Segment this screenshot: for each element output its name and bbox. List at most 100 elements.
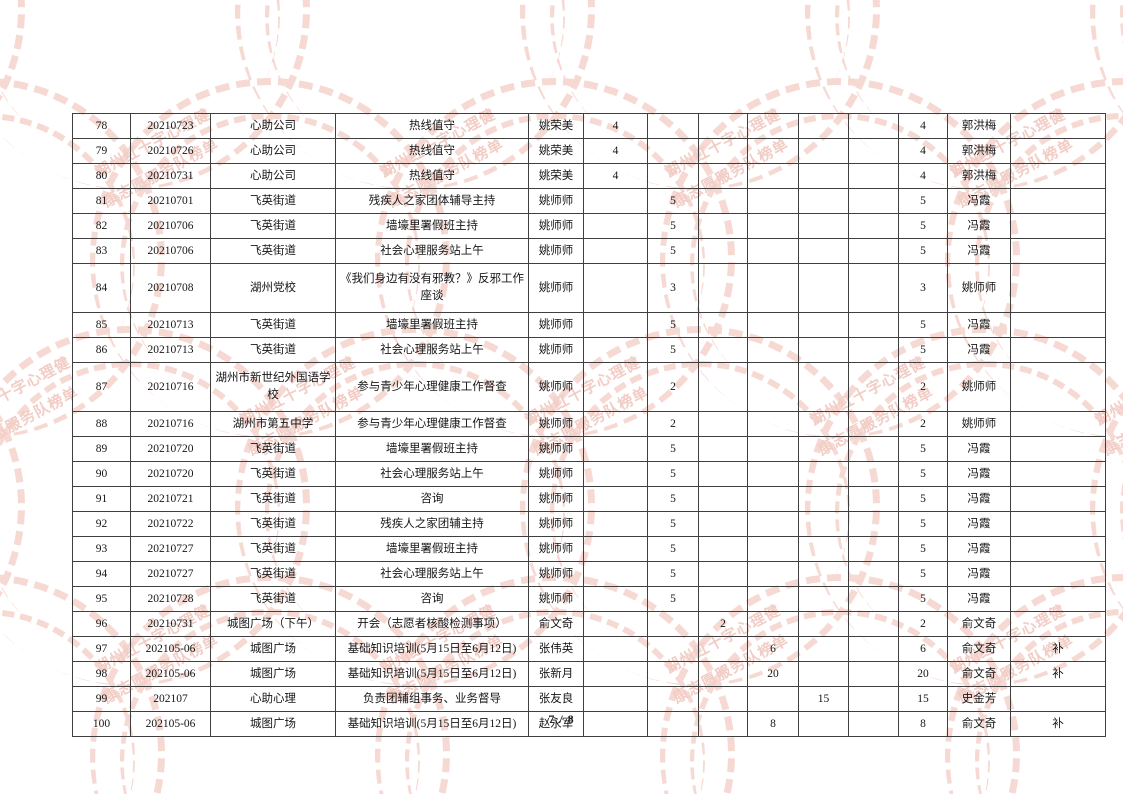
table-row: 99 202107 心助心理 负责团辅组事务、业务督导 张友良 15 15 史金芳 bbox=[72, 686, 1106, 712]
cell-person: 姚师师 bbox=[528, 486, 584, 512]
cell-hours-5 bbox=[798, 312, 849, 338]
cell-hours-1 bbox=[583, 661, 648, 687]
cell-task: 社会心理服务站上午 bbox=[335, 461, 529, 487]
cell-total: 3 bbox=[898, 263, 948, 313]
cell-recorder: 冯霞 bbox=[947, 188, 1011, 214]
cell-hours-6 bbox=[848, 586, 899, 612]
cell-hours-1 bbox=[583, 461, 648, 487]
cell-note: 补 bbox=[1010, 711, 1106, 737]
cell-task: 墙壕里署假班主持 bbox=[335, 312, 529, 338]
cell-recorder: 冯霞 bbox=[947, 337, 1011, 363]
table-row: 97 202105-06 城图广场 基础知识培训(5月15日至6月12日) 张伟英 6 6 俞… bbox=[72, 636, 1106, 662]
page-number-footer: 7 / 8 bbox=[548, 712, 575, 726]
cell-note bbox=[1010, 461, 1106, 487]
cell-person: 姚师师 bbox=[528, 536, 584, 562]
cell-note bbox=[1010, 561, 1106, 587]
cell-hours-5 bbox=[798, 163, 849, 189]
cell-hours-6 bbox=[848, 163, 899, 189]
cell-task: 残疾人之家团辅主持 bbox=[335, 511, 529, 537]
cell-hours-1 bbox=[583, 611, 648, 637]
cell-recorder: 冯霞 bbox=[947, 238, 1011, 264]
cell-recorder: 姚师师 bbox=[947, 362, 1011, 412]
cell-person: 姚师师 bbox=[528, 511, 584, 537]
cell-index: 80 bbox=[72, 163, 131, 189]
cell-hours-3 bbox=[698, 561, 748, 587]
table-row: 85 20210713 飞英街道 墙壕里署假班主持 姚师师 5 5 冯霞 bbox=[72, 312, 1106, 338]
cell-hours-4 bbox=[747, 536, 799, 562]
cell-recorder: 冯霞 bbox=[947, 436, 1011, 462]
cell-note bbox=[1010, 138, 1106, 164]
cell-hours-5 bbox=[798, 711, 849, 737]
cell-recorder: 郭洪梅 bbox=[947, 138, 1011, 164]
cell-date: 20210708 bbox=[130, 263, 211, 313]
cell-task: 参与青少年心理健康工作督查 bbox=[335, 411, 529, 437]
cell-total: 2 bbox=[898, 411, 948, 437]
cell-hours-2: 5 bbox=[647, 337, 699, 363]
cell-total: 5 bbox=[898, 213, 948, 239]
cell-note bbox=[1010, 486, 1106, 512]
cell-recorder: 姚师师 bbox=[947, 411, 1011, 437]
cell-note bbox=[1010, 163, 1106, 189]
cell-task: 社会心理服务站上午 bbox=[335, 238, 529, 264]
cell-hours-2 bbox=[647, 711, 699, 737]
cell-hours-4 bbox=[747, 561, 799, 587]
cell-index: 100 bbox=[72, 711, 131, 737]
cell-hours-6 bbox=[848, 536, 899, 562]
cell-organization: 飞英街道 bbox=[210, 486, 336, 512]
cell-total: 5 bbox=[898, 436, 948, 462]
cell-hours-6 bbox=[848, 436, 899, 462]
cell-task: 负责团辅组事务、业务督导 bbox=[335, 686, 529, 712]
cell-task: 社会心理服务站上午 bbox=[335, 337, 529, 363]
cell-hours-4: 8 bbox=[747, 711, 799, 737]
cell-hours-5 bbox=[798, 586, 849, 612]
cell-hours-6 bbox=[848, 337, 899, 363]
cell-total: 15 bbox=[898, 686, 948, 712]
cell-person: 姚荣美 bbox=[528, 113, 584, 139]
cell-hours-2: 5 bbox=[647, 188, 699, 214]
cell-organization: 飞英街道 bbox=[210, 312, 336, 338]
cell-hours-2: 5 bbox=[647, 536, 699, 562]
cell-person: 姚师师 bbox=[528, 312, 584, 338]
cell-hours-6 bbox=[848, 411, 899, 437]
cell-hours-5 bbox=[798, 661, 849, 687]
cell-hours-3 bbox=[698, 586, 748, 612]
cell-organization: 城图广场（下午） bbox=[210, 611, 336, 637]
cell-note bbox=[1010, 586, 1106, 612]
cell-person: 姚师师 bbox=[528, 337, 584, 363]
cell-hours-6 bbox=[848, 711, 899, 737]
cell-hours-3 bbox=[698, 436, 748, 462]
cell-index: 94 bbox=[72, 561, 131, 587]
cell-total: 4 bbox=[898, 138, 948, 164]
cell-hours-4 bbox=[747, 337, 799, 363]
cell-hours-5 bbox=[798, 486, 849, 512]
cell-date: 20210716 bbox=[130, 362, 211, 412]
cell-person: 张友良 bbox=[528, 686, 584, 712]
cell-hours-3 bbox=[698, 461, 748, 487]
cell-hours-6 bbox=[848, 113, 899, 139]
cell-hours-6 bbox=[848, 362, 899, 412]
table-row: 100 202105-06 城图广场 基础知识培训(5月15日至6月12日) 赵永军 8 8… bbox=[72, 711, 1106, 737]
cell-note bbox=[1010, 362, 1106, 412]
cell-recorder: 俞文奇 bbox=[947, 661, 1011, 687]
cell-hours-3 bbox=[698, 686, 748, 712]
table-body: 78 20210723 心助公司 热线值守 姚荣美 4 4 郭洪梅 79 20210726 心助公司… bbox=[72, 113, 1106, 737]
cell-organization: 飞英街道 bbox=[210, 461, 336, 487]
table-row: 93 20210727 飞英街道 墙壕里署假班主持 姚师师 5 5 冯霞 bbox=[72, 536, 1106, 562]
cell-hours-2 bbox=[647, 686, 699, 712]
cell-hours-4 bbox=[747, 586, 799, 612]
cell-date: 202105-06 bbox=[130, 711, 211, 737]
cell-date: 20210706 bbox=[130, 213, 211, 239]
cell-index: 82 bbox=[72, 213, 131, 239]
cell-note bbox=[1010, 312, 1106, 338]
cell-task: 残疾人之家团体辅导主持 bbox=[335, 188, 529, 214]
cell-hours-2: 5 bbox=[647, 486, 699, 512]
cell-organization: 飞英街道 bbox=[210, 586, 336, 612]
table-row: 89 20210720 飞英街道 墙壕里署假班主持 姚师师 5 5 冯霞 bbox=[72, 436, 1106, 462]
cell-hours-1 bbox=[583, 337, 648, 363]
cell-hours-3 bbox=[698, 636, 748, 662]
cell-organization: 飞英街道 bbox=[210, 213, 336, 239]
cell-person: 姚师师 bbox=[528, 586, 584, 612]
cell-total: 5 bbox=[898, 312, 948, 338]
cell-hours-6 bbox=[848, 461, 899, 487]
cell-task: 咨询 bbox=[335, 586, 529, 612]
